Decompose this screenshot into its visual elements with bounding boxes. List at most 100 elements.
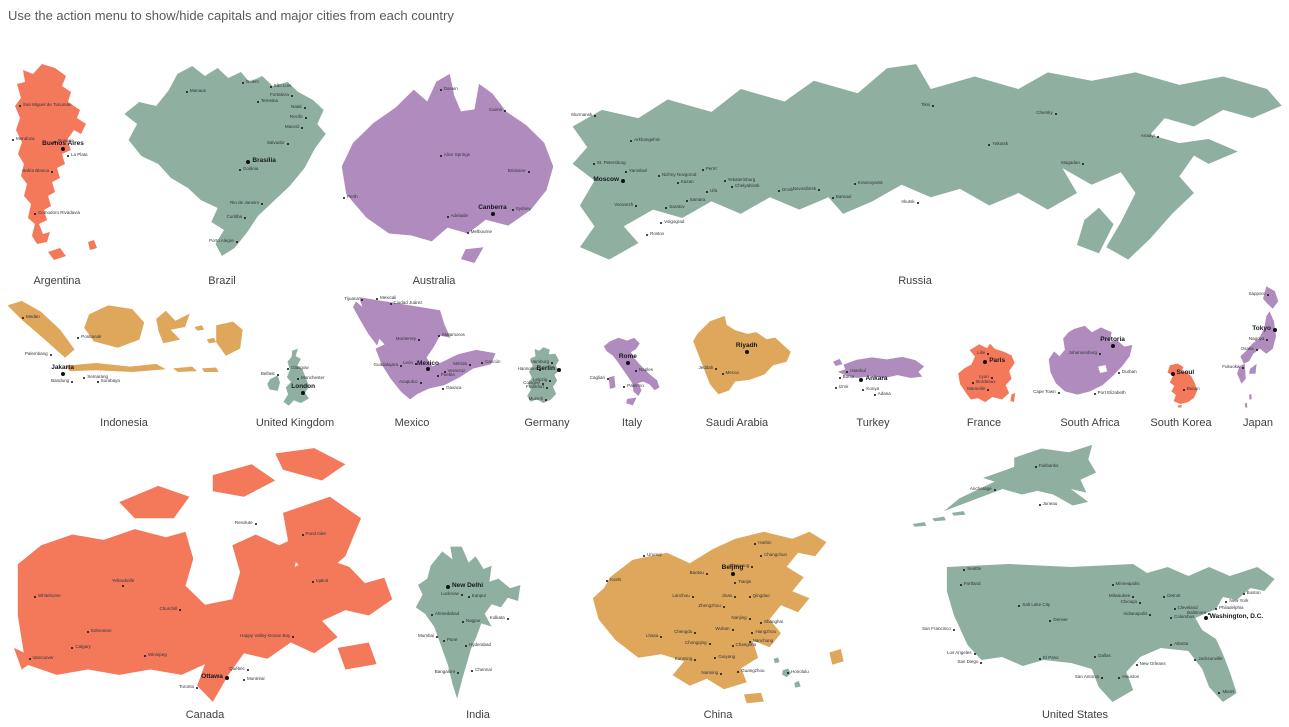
city-label: Fairbanks (1038, 462, 1059, 468)
city-label: Matamoros (442, 331, 465, 337)
country-shape-germany[interactable]: Hamburg Berlin Hannover Leipzig Cologne Frank… (518, 346, 570, 406)
country-label-brazil: Brazil (208, 275, 236, 287)
city-label: San Antonio (1074, 674, 1100, 679)
city-dot-icon (751, 565, 754, 568)
capital-dot-icon (1203, 616, 1208, 620)
capital-dot-icon (1170, 372, 1175, 377)
city-label: Chersky (1036, 110, 1053, 115)
city-label: Novosibirsk (792, 185, 816, 191)
city-label: Bandung (51, 377, 70, 383)
city-label: Chengdu (674, 629, 693, 635)
city-label: Calgary (75, 643, 91, 649)
city-dot-icon (734, 581, 737, 584)
country-shape-china[interactable]: Urumqi Kashi Harbin Changchun Shenyang Beijin… (590, 530, 875, 705)
city-dot-icon (730, 185, 733, 188)
city-label: Kanpur (471, 593, 487, 598)
capital-dot-icon (445, 584, 450, 589)
city-dot-icon (1267, 294, 1270, 296)
capital-dot-icon (859, 377, 864, 382)
country-shape-united-states[interactable]: Honolulu (770, 655, 815, 703)
capital-label: Mexico (416, 359, 440, 367)
country-shape-canada[interactable]: Resolute Pond Inlet Whitehorse Yellowknife I… (10, 440, 400, 710)
city-label: Melbourne (470, 229, 493, 235)
country-shape-united-states[interactable]: Fairbanks Anchorage Juneau (905, 443, 1100, 535)
city-dot-icon (1242, 593, 1245, 595)
capital-label: Brasília (252, 157, 276, 164)
city-label: Whitehorse (37, 592, 61, 598)
city-dot-icon (630, 140, 633, 143)
city-dot-icon (731, 644, 734, 647)
city-label: Barnaul (835, 194, 852, 200)
city-label: Bahía Blanca (22, 168, 49, 173)
city-dot-icon (28, 657, 31, 660)
city-dot-icon (1018, 605, 1021, 607)
country-shape-south-africa[interactable]: Pretoria Johannesburg Durban Cape Town Port … (1033, 325, 1137, 405)
city-label: Naples (638, 366, 653, 372)
city-dot-icon (720, 672, 723, 675)
country-shape-brazil[interactable]: Manaus Belém São Luís Fortaleza Teresina Nata… (118, 62, 330, 262)
country-shape-south-korea[interactable]: Seoul Busan (1163, 363, 1201, 408)
city-dot-icon (430, 614, 433, 617)
city-dot-icon (256, 101, 259, 103)
country-silhouette-australia (341, 73, 554, 264)
country-shape-turkey[interactable]: Istanbul Bursa Ankara Izmir Konya Adana (832, 355, 927, 403)
city-label: Miami (1222, 689, 1235, 694)
city-label: Tiksi (920, 101, 930, 107)
capital-dot-icon (744, 349, 749, 354)
city-label: Mumbai (418, 633, 435, 638)
country-shape-argentina[interactable]: San Miguel de Tucumán Mendoza Rosario Bueno… (8, 62, 108, 262)
capital-label: Paris (989, 356, 1006, 364)
city-dot-icon (694, 632, 697, 635)
country-shape-australia[interactable]: Darwin Cairns Alice Springs Brisbane Perth Sy… (335, 68, 560, 265)
city-label: León (402, 360, 413, 366)
city-dot-icon (292, 636, 295, 639)
city-dot-icon (972, 382, 975, 385)
capital-label: Beijing (721, 564, 744, 572)
city-label: Belfast (260, 371, 275, 377)
city-dot-icon (748, 641, 751, 643)
country-shape-japan[interactable]: Sapporo Tokyo Nagoya Osaka Fukuoka (1222, 285, 1289, 410)
city-label: Winnipeg (147, 652, 167, 657)
city-label: Anadyr (1140, 132, 1156, 138)
city-dot-icon (1135, 663, 1138, 666)
city-dot-icon (527, 171, 530, 174)
city-dot-icon (846, 370, 849, 373)
country-shape-saudi-arabia[interactable]: Riyadh Jeddah Mecca (690, 315, 795, 405)
capital-label: New Delhi (451, 581, 483, 589)
country-shape-italy[interactable]: Rome Naples Cagliari Palermo (590, 337, 662, 409)
city-dot-icon (19, 105, 21, 107)
country-shape-united-kingdom[interactable]: Glasgow Belfast Manchester London (260, 348, 324, 416)
city-dot-icon (980, 662, 983, 664)
city-label: Toronto (179, 684, 195, 690)
city-dot-icon (660, 635, 663, 638)
city-dot-icon (304, 117, 307, 119)
capital-dot-icon (983, 359, 988, 364)
city-label: Yekaterinburg (727, 176, 756, 182)
city-dot-icon (734, 595, 737, 598)
city-dot-icon (963, 569, 966, 571)
city-dot-icon (436, 636, 439, 638)
country-label-turkey: Turkey (856, 417, 890, 429)
city-dot-icon (873, 393, 876, 396)
country-shape-mexico[interactable]: Tijuana Mexicali Ciudad Juárez Monterrey Mat… (344, 296, 501, 406)
country-shape-united-states[interactable]: Seattle Portland San Francisco Los Angeles S… (922, 555, 1285, 705)
city-dot-icon (1117, 372, 1120, 374)
city-label: Wuhan (715, 625, 730, 631)
city-label: San Francisco (922, 626, 951, 631)
city-dot-icon (34, 213, 36, 215)
country-shape-france[interactable]: Lille Paris Lyon Bordeaux Marseille (957, 343, 1017, 408)
country-shape-indonesia[interactable]: Medan Pontianak Palembang Jakarta Bandung Sem… (5, 300, 245, 390)
city-dot-icon (290, 95, 293, 97)
country-label-australia: Australia (412, 275, 456, 287)
city-label: Atlanta (1174, 641, 1189, 646)
city-dot-icon (122, 584, 125, 587)
country-shape-russia[interactable]: Murmansk Arkhangel'sk St. Petersburg Yarosl… (558, 62, 1289, 270)
country-shape-india[interactable]: New Delhi Lucknow Kanpur Ahmedabad Kolkata Na… (410, 545, 525, 705)
city-dot-icon (751, 632, 754, 635)
city-dot-icon (235, 241, 238, 243)
capital-label: Buenos Aires (42, 139, 84, 147)
city-dot-icon (607, 377, 610, 380)
city-label: Palermo (627, 382, 644, 388)
city-dot-icon (389, 303, 392, 306)
city-dot-icon (1194, 659, 1197, 661)
